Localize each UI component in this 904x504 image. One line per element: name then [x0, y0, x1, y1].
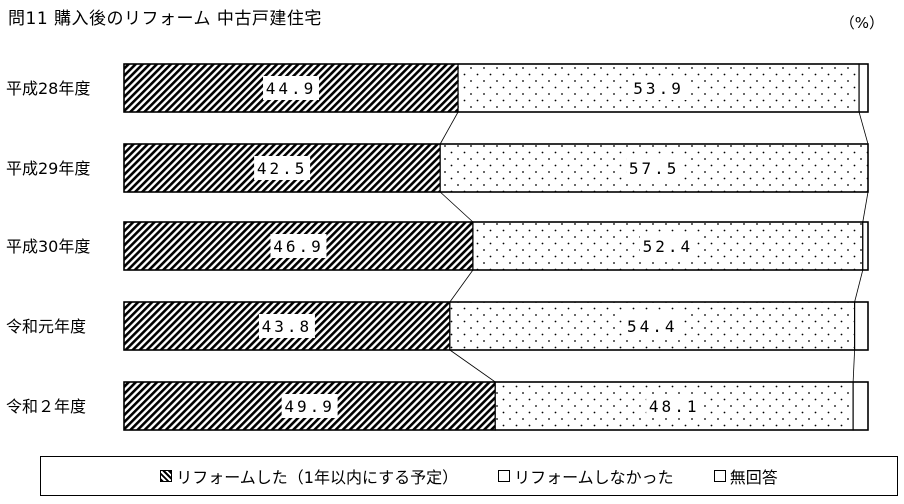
category-label: 令和２年度 [6, 397, 86, 416]
bar-frame [123, 381, 869, 431]
series-connector-line [852, 349, 856, 383]
bar-frame [123, 63, 869, 113]
data-label-bg [254, 156, 311, 180]
category-label: 平成29年度 [6, 159, 90, 178]
data-label: 44.9 [266, 79, 317, 98]
data-label: 48.1 [649, 397, 700, 416]
data-label: 43.8 [262, 317, 313, 336]
data-label: 54.4 [627, 317, 678, 336]
series-connector-line [858, 111, 869, 145]
legend-item-reformed: リフォームした（1年以内にする予定） [160, 464, 458, 488]
data-label-bg [281, 394, 338, 418]
data-label-bg [263, 76, 320, 100]
legend-item-no-answer: 無回答 [713, 464, 778, 488]
hatch-swatch-icon [160, 470, 173, 482]
data-label-bg [270, 234, 327, 258]
bar-segment-no-answer [862, 221, 869, 271]
series-connector-line [449, 349, 496, 383]
category-label: 令和元年度 [6, 317, 86, 336]
data-label: 57.5 [629, 159, 680, 178]
data-label: 42.5 [257, 159, 308, 178]
data-label: 46.9 [273, 237, 324, 256]
data-label-bg [258, 314, 315, 338]
series-connector-line [449, 269, 474, 303]
data-label-bg [639, 234, 696, 258]
series-connector-line [854, 269, 864, 303]
legend-label-not-reformed: リフォームしなかった [514, 468, 674, 487]
bar-frame [123, 143, 869, 193]
category-label: 平成30年度 [6, 237, 90, 256]
data-label: 52.4 [643, 237, 694, 256]
data-label: 53.9 [633, 79, 684, 98]
legend-label-reformed: リフォームした（1年以内にする予定） [176, 468, 459, 487]
chart-title: 問11 購入後のリフォーム 中古戸建住宅 [8, 9, 322, 29]
category-label: 平成28年度 [6, 79, 90, 98]
data-label-bg [624, 314, 681, 338]
series-connector-line [439, 111, 459, 145]
dot-swatch-icon [498, 470, 511, 482]
bar-frame [123, 221, 869, 271]
series-connector-line [439, 191, 474, 223]
series-connector-line [862, 191, 869, 223]
bar-segment-no-answer [858, 63, 869, 113]
blank-swatch-icon [713, 470, 726, 482]
legend-item-not-reformed: リフォームしなかった [498, 464, 674, 488]
bar-segment-no-answer [854, 301, 869, 351]
data-label: 49.9 [284, 397, 335, 416]
data-label-bg [646, 394, 703, 418]
data-label-bg [626, 156, 683, 180]
legend: リフォームした（1年以内にする予定） リフォームしなかった 無回答 [40, 456, 898, 496]
data-label-bg [630, 76, 687, 100]
bar-segment-no-answer [852, 381, 869, 431]
bar-frame [123, 301, 869, 351]
stacked-bar-chart: 平成28年度 44.9 53.9 平成29年度 42.5 57.5 平成30年度 46.9 52… [6, 63, 869, 431]
unit-label: （%） [839, 14, 884, 32]
legend-label-no-answer: 無回答 [729, 468, 778, 487]
